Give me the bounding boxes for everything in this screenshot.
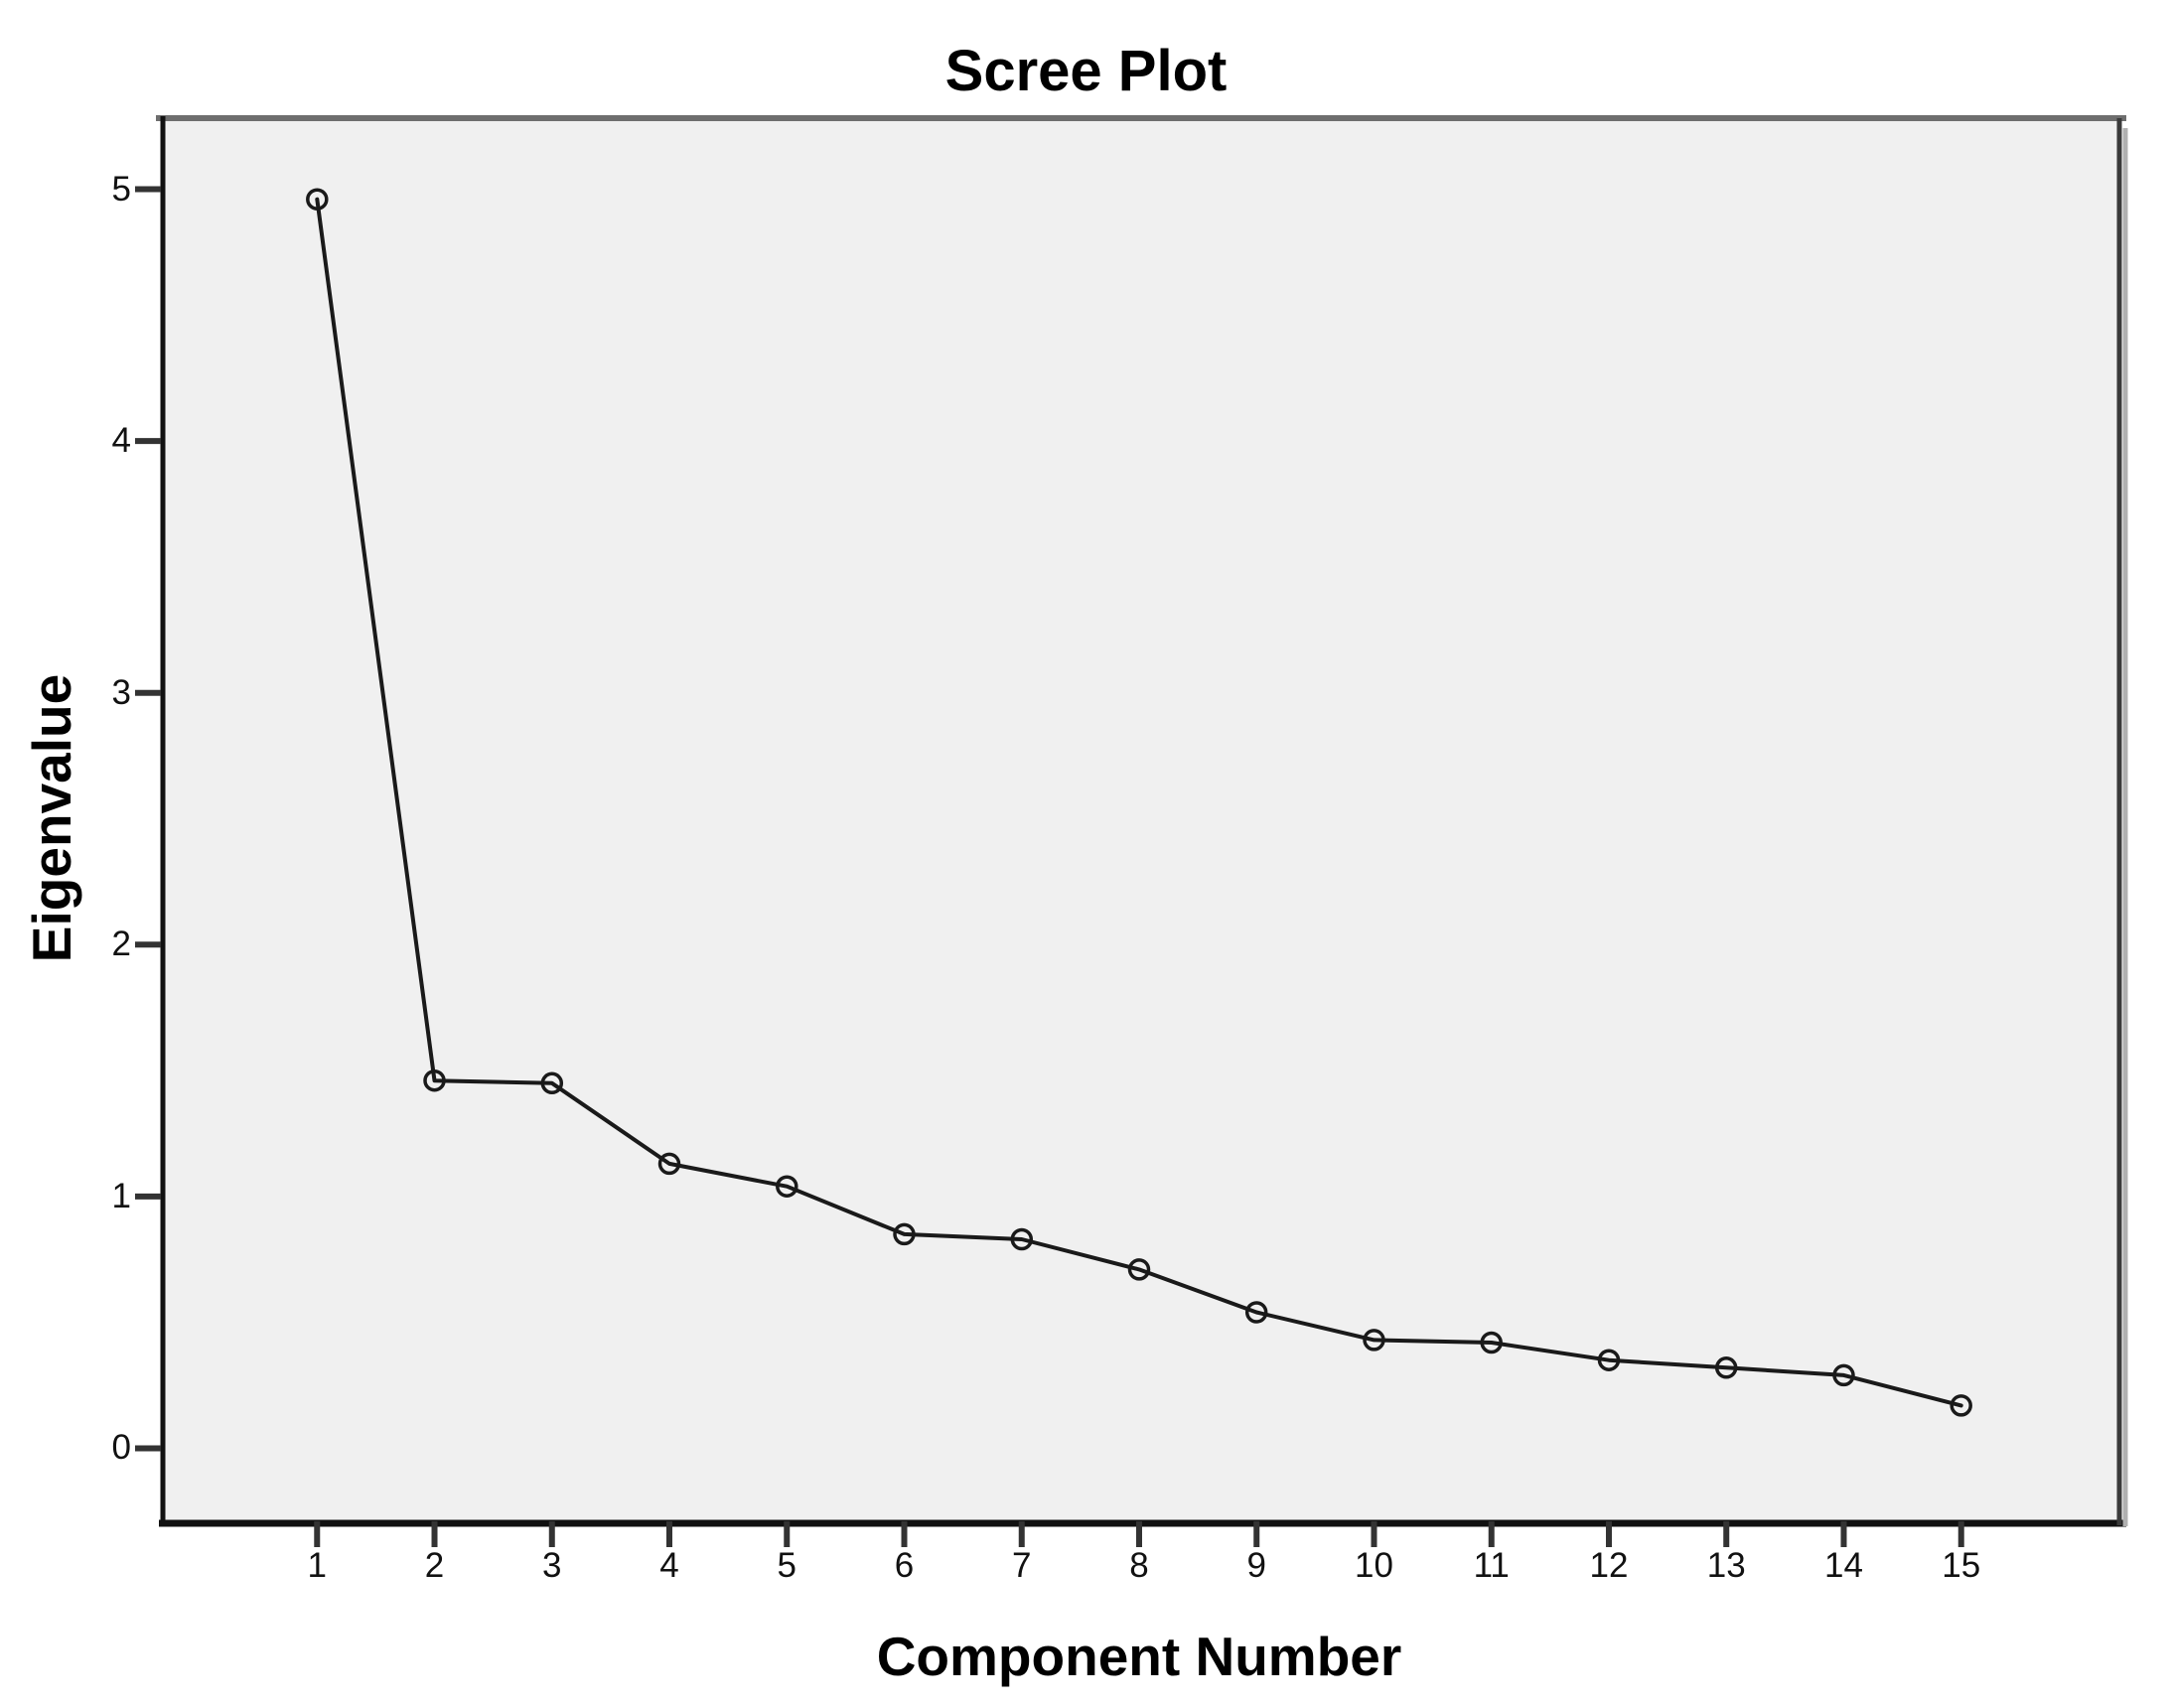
- x-tick-label: 11: [1473, 1546, 1510, 1585]
- data-point-3: [540, 1071, 564, 1095]
- y-tick-label: 2: [111, 925, 131, 964]
- x-tick-label: 3: [542, 1546, 562, 1585]
- y-tick-label: 5: [111, 169, 131, 209]
- x-tick-label: 14: [1824, 1546, 1863, 1585]
- data-point-7: [1010, 1227, 1034, 1251]
- y-tick-label: 4: [111, 421, 131, 461]
- x-tick-label: 10: [1355, 1546, 1393, 1585]
- x-tick-label: 1: [307, 1546, 327, 1585]
- x-tick-label: 5: [777, 1546, 796, 1585]
- x-tick-label: 9: [1246, 1546, 1266, 1585]
- data-point-13: [1714, 1356, 1738, 1379]
- y-tick-label: 1: [111, 1176, 131, 1215]
- data-point-2: [423, 1068, 446, 1092]
- data-point-10: [1363, 1329, 1385, 1352]
- x-tick-label: 6: [894, 1546, 915, 1585]
- data-point-12: [1597, 1349, 1621, 1371]
- x-axis-title: Component Number: [876, 1626, 1402, 1687]
- data-point-4: [657, 1152, 681, 1176]
- series-line: [315, 197, 1963, 1408]
- x-tick-label: 2: [424, 1546, 445, 1585]
- plot-panel: [161, 116, 2117, 1521]
- data-point-9: [1244, 1301, 1268, 1324]
- chart-title: Scree Plot: [944, 39, 1228, 103]
- data-point-1: [306, 188, 329, 211]
- data-point-5: [776, 1175, 798, 1198]
- x-tick-label: 4: [659, 1546, 679, 1585]
- data-point-15: [1950, 1394, 1972, 1417]
- x-tick-label: 13: [1706, 1546, 1746, 1585]
- data-point-11: [1480, 1331, 1503, 1354]
- data-point-6: [893, 1222, 916, 1246]
- x-tick-label: 8: [1129, 1546, 1149, 1585]
- x-tick-label: 12: [1589, 1546, 1629, 1585]
- x-tick-label: 15: [1942, 1546, 1981, 1585]
- data-point-14: [1832, 1363, 1855, 1387]
- y-tick-label: 3: [111, 672, 131, 712]
- x-tick-label: 7: [1012, 1546, 1032, 1585]
- data-point-8: [1127, 1258, 1151, 1281]
- y-tick-label: 0: [111, 1428, 131, 1468]
